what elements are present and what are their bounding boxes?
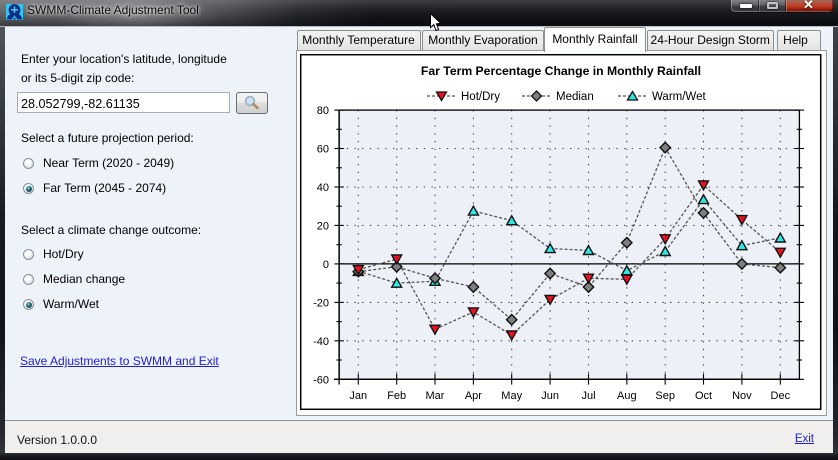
svg-text:Jun: Jun [541,390,559,402]
svg-text:40: 40 [317,182,329,194]
svg-text:Dec: Dec [771,390,791,402]
svg-text:Median: Median [556,91,594,103]
svg-text:0: 0 [323,259,329,271]
svg-text:Far Term Percentage Change in: Far Term Percentage Change in Monthly Ra… [421,64,701,78]
svg-text:80: 80 [317,105,329,117]
svg-text:May: May [501,390,522,402]
svg-text:60: 60 [317,144,329,156]
svg-text:Oct: Oct [695,390,712,402]
svg-text:Mar: Mar [426,390,445,402]
svg-text:Apr: Apr [465,390,482,402]
svg-text:Hot/Dry: Hot/Dry [461,91,500,103]
svg-text:Warm/Wet: Warm/Wet [652,91,706,103]
svg-text:Aug: Aug [617,390,637,402]
svg-text:Nov: Nov [732,390,752,402]
svg-text:20: 20 [317,221,329,233]
svg-text:Jul: Jul [581,390,595,402]
svg-text:Sep: Sep [655,390,675,402]
svg-text:Feb: Feb [387,390,406,402]
svg-text:-20: -20 [313,298,329,310]
svg-text:Jan: Jan [349,390,367,402]
svg-text:-60: -60 [313,375,329,387]
svg-text:-40: -40 [313,336,329,348]
